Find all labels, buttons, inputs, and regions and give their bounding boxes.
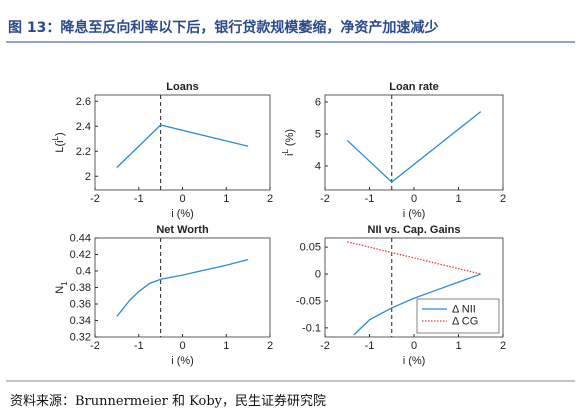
series-line xyxy=(116,124,249,168)
plot-area xyxy=(325,95,503,190)
y-label-tail: (%) xyxy=(284,129,296,149)
x-tick-label: -1 xyxy=(365,340,375,352)
axes-frame xyxy=(94,237,271,338)
y-label-sup: L xyxy=(51,135,60,140)
y-tick-label: 2.2 xyxy=(76,146,91,158)
x-tick-label: 0 xyxy=(411,340,417,352)
legend-box xyxy=(416,298,500,334)
y-tick-label: 2.6 xyxy=(76,96,91,108)
y-tick-label: 0.05 xyxy=(300,242,321,254)
legend-label: Δ CG xyxy=(452,316,478,328)
x-tick-label: 1 xyxy=(455,193,461,205)
x-tick-label: -2 xyxy=(320,340,330,352)
x-axis-label: i (%) xyxy=(171,208,194,220)
x-tick-label: 2 xyxy=(267,193,273,205)
x-axis-label: i (%) xyxy=(403,355,426,367)
y-tick-label: 0.38 xyxy=(70,282,91,294)
y-tick-label: -0.1 xyxy=(302,322,321,334)
y-tick-label: 2 xyxy=(85,171,91,183)
plot-area xyxy=(95,238,270,337)
x-tick-label: -2 xyxy=(90,340,100,352)
y-tick-label: 0.32 xyxy=(70,332,91,344)
legend-label: Δ NII xyxy=(452,304,476,316)
y-tick-label: 0.44 xyxy=(70,233,91,245)
y-tick-label: 0 xyxy=(315,269,321,281)
subplot-title: Loan rate xyxy=(389,81,439,93)
x-tick-label: 2 xyxy=(500,193,506,205)
x-tick-label: 1 xyxy=(223,193,229,205)
x-tick-label: 2 xyxy=(267,340,273,352)
y-tick-label: -0.05 xyxy=(296,295,321,307)
x-tick-label: -2 xyxy=(320,193,330,205)
figure-title: 图 13：降息至反向利率以下后，银行贷款规模萎缩，净资产加速减少 xyxy=(8,19,438,36)
y-tick-label: 0.34 xyxy=(70,315,91,327)
x-axis-label: i (%) xyxy=(171,355,194,367)
subplot-title: NII vs. Cap. Gains xyxy=(368,224,461,236)
y-label-text: L(i xyxy=(54,140,66,152)
x-tick-label: 0 xyxy=(179,340,185,352)
x-tick-label: -1 xyxy=(134,340,144,352)
y-axis-label: L(iL) xyxy=(51,132,66,152)
plot-area xyxy=(95,95,270,190)
x-tick-label: -1 xyxy=(365,193,375,205)
y-tick-label: 2.4 xyxy=(76,121,91,133)
y-axis-label: N1 xyxy=(54,281,69,294)
y-label-sub: 1 xyxy=(60,281,69,286)
y-tick-label: 4 xyxy=(315,161,321,173)
subplot-title: Loans xyxy=(166,81,198,93)
series-line xyxy=(353,273,481,336)
x-tick-label: 0 xyxy=(411,193,417,205)
x-tick-label: 2 xyxy=(500,340,506,352)
y-label-tail: ) xyxy=(54,132,66,136)
y-label-sup: L xyxy=(281,149,290,154)
y-tick-label: 0.36 xyxy=(70,299,91,311)
series-line xyxy=(346,111,482,183)
x-tick-label: 0 xyxy=(179,193,185,205)
series-line xyxy=(116,258,249,317)
x-tick-label: 1 xyxy=(223,340,229,352)
x-tick-label: -2 xyxy=(90,193,100,205)
source: 资料来源：Brunnermeier 和 Koby，民生证券研究院 xyxy=(10,393,326,409)
x-axis-label: i (%) xyxy=(403,208,426,220)
y-label-text: i xyxy=(284,154,296,156)
y-tick-label: 6 xyxy=(315,97,321,109)
axes-frame xyxy=(324,237,504,338)
y-tick-label: 0.42 xyxy=(70,249,91,261)
y-tick-label: 0.4 xyxy=(76,266,91,278)
y-axis-label: iL (%) xyxy=(281,129,296,156)
subplot-title: Net Worth xyxy=(156,224,209,236)
axes-frame xyxy=(94,94,271,191)
x-tick-label: -1 xyxy=(134,193,144,205)
y-tick-label: 5 xyxy=(315,129,321,141)
series-line xyxy=(347,241,481,275)
x-tick-label: 1 xyxy=(455,340,461,352)
y-label-text: N xyxy=(54,286,66,294)
axes-frame xyxy=(324,94,504,191)
